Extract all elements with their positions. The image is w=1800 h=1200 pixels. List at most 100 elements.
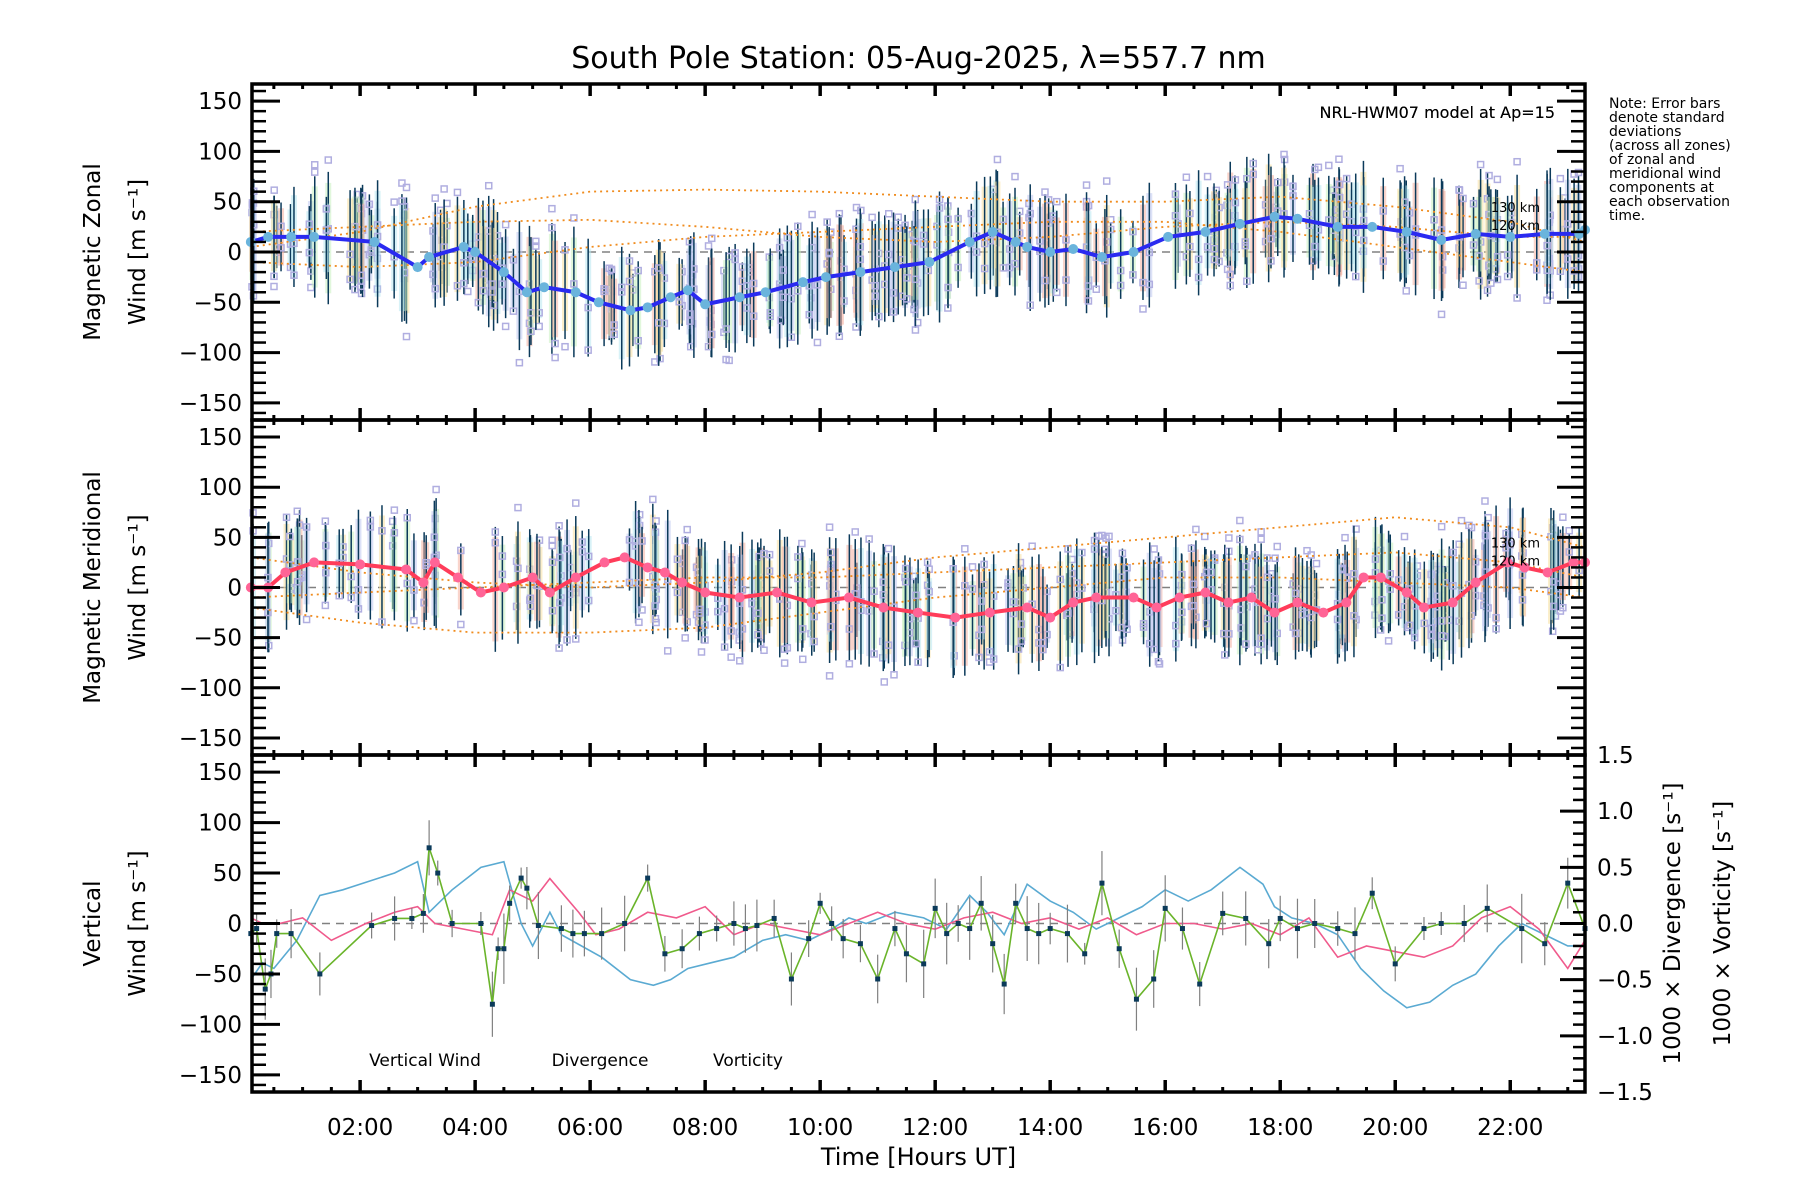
zone-wind-point (894, 213, 903, 221)
zone-wind-point (1039, 638, 1047, 647)
vertical-wind-point (501, 946, 507, 952)
zonal-wind-point (1539, 228, 1550, 239)
zone-wind-point (870, 587, 878, 595)
zone-wind-point (1223, 181, 1232, 189)
zonal-wind-point (1292, 213, 1303, 224)
vertical-wind-point (1197, 981, 1203, 987)
zone-wind-point (1056, 575, 1064, 584)
zone-wind-point (827, 548, 835, 557)
zone-wind-point (293, 577, 302, 586)
vertical-wind-point (1565, 880, 1571, 886)
zone-wind-point (1350, 570, 1358, 578)
zone-wind-point (1303, 546, 1311, 555)
y-axis-label-line2: Wind [m s⁻¹] (125, 514, 151, 660)
vertical-wind-point (1220, 910, 1226, 916)
zone-wind-point (968, 585, 977, 593)
zone-wind-point (347, 572, 355, 581)
vertical-wind-point (254, 926, 260, 932)
zonal-wind-point (412, 262, 423, 273)
zonal-wind-point (593, 297, 604, 308)
meridional-wind-point (950, 612, 961, 623)
zone-wind-point (1506, 540, 1514, 549)
zone-wind-point (825, 672, 834, 680)
zone-wind-point (464, 287, 472, 296)
zone-wind-point (1102, 177, 1111, 185)
zone-wind-point (584, 596, 593, 605)
zonal-wind-point (820, 272, 831, 283)
zone-wind-point (870, 650, 878, 658)
zone-wind-point (1476, 160, 1485, 169)
zonal-wind-point (1022, 241, 1033, 252)
zone-wind-point (749, 312, 758, 320)
x-tick-label: 22:00 (1477, 1115, 1543, 1141)
zone-wind-point (1455, 186, 1464, 195)
vertical-wind-point (518, 875, 524, 881)
zone-wind-point (390, 198, 398, 206)
y2-tick-label: −0.5 (1597, 968, 1653, 994)
zone-wind-point (1236, 535, 1244, 544)
vertical-wind-point (1099, 880, 1105, 886)
zone-wind-point (489, 301, 498, 310)
zonal-wind-point (987, 226, 998, 237)
y-tick-label: −50 (193, 290, 242, 316)
zone-wind-point (457, 620, 465, 629)
zone-wind-point (1351, 272, 1360, 281)
meridional-wind-point (280, 567, 291, 578)
meridional-wind-point (1091, 592, 1102, 603)
meridional-wind-point (734, 592, 745, 603)
zone-wind-point (1469, 199, 1478, 208)
zonal-wind-point (309, 231, 320, 242)
y-axis-label-line2: Wind [m s⁻¹] (125, 179, 151, 325)
zone-wind-point (322, 205, 331, 213)
y-tick-label: −150 (179, 726, 242, 752)
zone-wind-point (322, 541, 330, 550)
vertical-wind-point (1312, 921, 1318, 926)
zone-wind-point (1427, 631, 1435, 640)
zone-wind-point (651, 602, 659, 610)
zone-wind-point (548, 606, 557, 615)
zone-wind-point (1053, 197, 1061, 206)
zone-wind-point (403, 579, 412, 588)
zone-wind-point (527, 327, 535, 335)
zonal-wind-point (682, 285, 693, 296)
vertical-wind-point (1001, 981, 1007, 987)
zone-wind-point (884, 641, 893, 649)
zone-wind-point (617, 288, 626, 296)
zone-wind-point (548, 223, 556, 232)
y-tick-label: −50 (193, 962, 242, 988)
vertical-wind-point (892, 926, 898, 932)
y-tick-label: 50 (213, 861, 242, 887)
zone-wind-point (1378, 614, 1386, 622)
zone-wind-point (410, 616, 418, 625)
zone-wind-point (766, 312, 775, 321)
zone-wind-point (875, 312, 883, 321)
zone-wind-point (1492, 613, 1500, 622)
vertical-wind-point (840, 936, 846, 942)
zone-wind-point (794, 222, 802, 231)
zone-wind-point (578, 547, 586, 556)
zone-wind-point (704, 242, 713, 250)
zone-wind-point (584, 552, 593, 561)
zone-wind-point (1342, 174, 1351, 183)
zone-wind-point (731, 255, 739, 264)
zone-wind-point (871, 292, 879, 300)
zone-wind-point (635, 618, 643, 627)
zone-wind-point (1350, 612, 1358, 620)
zone-wind-point (856, 255, 865, 264)
vertical-wind-point (1542, 941, 1548, 947)
zone-wind-point (457, 546, 465, 555)
zone-wind-point (697, 648, 706, 656)
zonal-wind-point (924, 257, 935, 268)
zone-wind-point (722, 325, 730, 333)
zone-wind-point (1564, 220, 1572, 228)
zone-wind-point (652, 618, 660, 627)
zone-wind-point (498, 552, 507, 560)
zone-wind-point (1056, 663, 1064, 672)
zone-wind-point (432, 485, 440, 494)
vertical-wind-point (1294, 926, 1300, 932)
zone-wind-point (749, 279, 758, 288)
zone-wind-point (1223, 265, 1232, 274)
zone-wind-point (1231, 176, 1240, 184)
vertical-wind-point (1243, 915, 1249, 921)
zone-wind-point (346, 275, 354, 284)
